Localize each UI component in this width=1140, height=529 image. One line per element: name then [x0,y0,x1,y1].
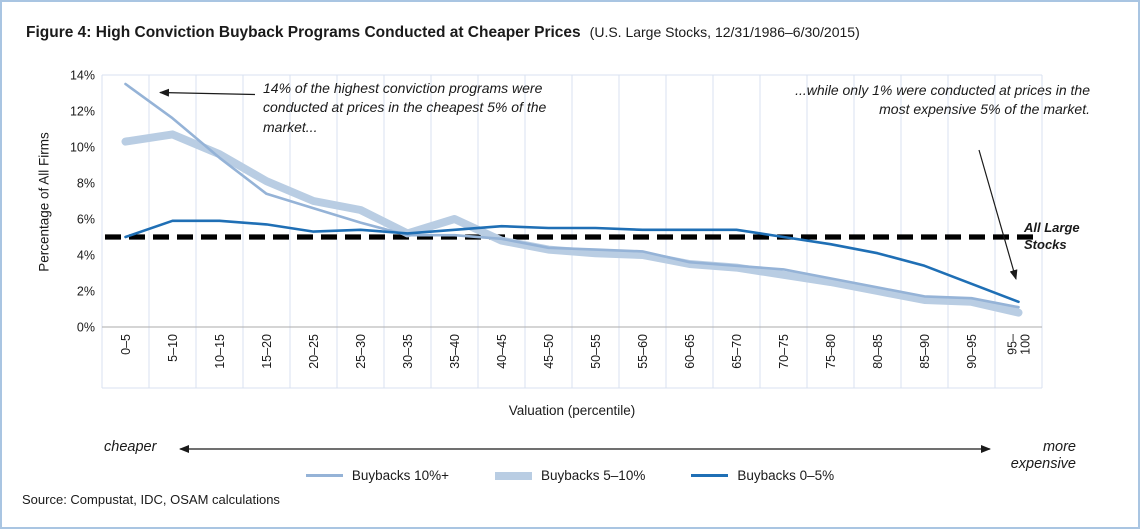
chart-subtitle-text: (U.S. Large Stocks, 12/31/1986–6/30/2015… [589,24,860,40]
series-line-buybacks-0-5- [124,219,1020,304]
x-tick-label: 50–55 [589,334,603,369]
legend-item-buybacks-0-5-: Buybacks 0–5% [691,468,834,483]
x-tick-label: 15–20 [260,334,274,369]
legend-swatch [691,474,729,477]
source-note: Source: Compustat, IDC, OSAM calculation… [22,492,280,507]
benchmark-label: All Large Stocks [1024,220,1080,252]
x-tick-label: 75–80 [824,334,838,369]
x-tick-label: 10–15 [213,334,227,369]
annotation-most-expensive: ...while only 1% were conducted at price… [795,82,1090,118]
y-tick-label: 0% [77,321,95,335]
x-tick-label: 55–60 [636,334,650,369]
x-tick-label: 80–85 [871,334,885,369]
expensive-note-arrow [978,149,1018,280]
x-axis-title: Valuation (percentile) [508,403,636,418]
x-tick-label: 40–45 [495,334,509,369]
y-tick-label: 2% [77,285,95,299]
legend-item-buybacks-5-10-: Buybacks 5–10% [495,468,645,483]
cheap-note-arrow [159,88,256,97]
legend-swatch [495,471,533,480]
y-tick-label: 12% [70,105,95,119]
y-tick-label: 14% [70,69,95,83]
series-line-buybacks-5-10- [121,130,1023,317]
valuation-direction-arrow [179,445,991,453]
x-tick-label: 85–90 [918,334,932,369]
y-tick-label: 8% [77,177,95,191]
plot-area: 0% 2% 4% 6% 8% 10% 12% 14% 0–5 5–10 10–15 15–20 20–2… [32,66,1047,403]
y-tick-label: 6% [77,213,95,227]
chart-generated-content: 0% 2% 4% 6% 8% 10% 12% 14% 0–5 5–10 10–15 15–20 20–2… [70,69,1043,389]
direction-label-more-expensive: more expensive [1010,439,1076,472]
legend-label: Buybacks 5–10% [541,468,646,483]
x-tick-label: 20–25 [307,334,321,369]
x-tick-label: 0–5 [119,334,133,355]
legend-label: Buybacks 10%+ [351,468,450,483]
x-tick-label: 90–95 [965,334,979,369]
legend-swatch [305,474,343,477]
legend-item-buybacks-10-: Buybacks 10%+ [305,468,450,483]
x-tick-label: 60–65 [683,334,697,369]
x-tick-label: 5–10 [166,334,180,362]
x-tick-label: 65–70 [730,334,744,369]
chart-plot-svg: 0% 2% 4% 6% 8% 10% 12% 14% 0–5 5–10 10–15 15–20 20–2… [70,69,1043,389]
x-tick-label: 45–50 [542,334,556,369]
chart-legend: Buybacks 10%+ Buybacks 5–10% Buybacks 0–5% [2,468,1138,483]
direction-label-cheaper: cheaper [104,439,157,455]
x-tick-label: 95– [1006,334,1020,355]
x-tick-label: 30–35 [401,334,415,369]
series-line-buybacks-10- [124,82,1020,309]
x-tick-label: 100 [1019,334,1033,355]
legend-label: Buybacks 0–5% [737,468,835,483]
x-tick-label: 25–30 [354,334,368,369]
annotation-cheapest: 14% of the highest conviction programs w… [263,80,547,135]
x-tick-label: 35–40 [448,334,462,369]
chart-title-text: Figure 4: High Conviction Buyback Progra… [26,24,581,41]
y-tick-label: 4% [77,249,95,263]
x-tick-label: 70–75 [777,334,791,369]
y-tick-label: 10% [70,141,95,155]
chart-title: Figure 4: High Conviction Buyback Progra… [26,24,860,42]
